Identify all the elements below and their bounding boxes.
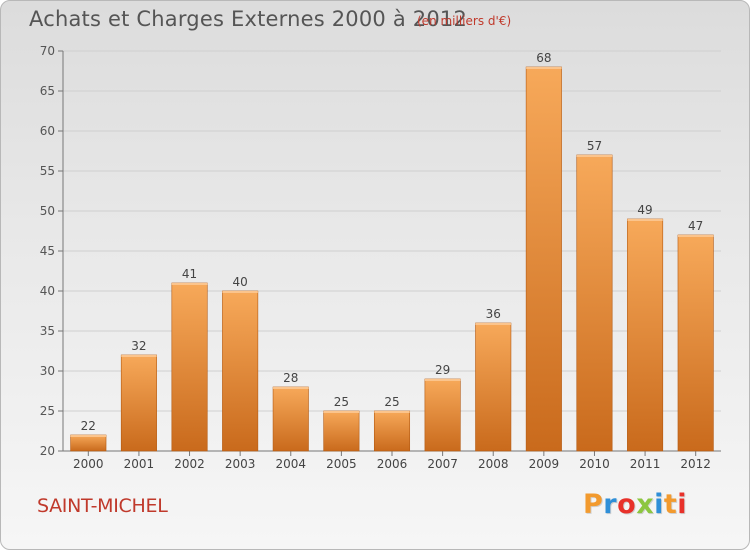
bar-highlight xyxy=(424,379,461,381)
data-label: 32 xyxy=(131,339,146,353)
bar-highlight xyxy=(374,411,410,413)
bar-2005 xyxy=(323,410,360,452)
x-tick-label: 2012 xyxy=(680,457,711,471)
bar-2003 xyxy=(222,290,259,452)
bar-highlight xyxy=(323,411,360,413)
y-tick-label: 50 xyxy=(40,204,55,218)
data-label: 57 xyxy=(587,139,602,153)
bar-highlight xyxy=(576,155,613,157)
data-label: 22 xyxy=(81,419,96,433)
bar-2004 xyxy=(272,386,309,452)
x-tick-label: 2007 xyxy=(427,457,458,471)
data-label: 47 xyxy=(688,219,703,233)
logo-letter: i xyxy=(677,489,688,520)
y-tick-label: 65 xyxy=(40,84,55,98)
bar-2002 xyxy=(171,282,208,452)
y-tick-label: 25 xyxy=(40,404,55,418)
logo-letter: o xyxy=(617,489,637,520)
x-tick-label: 2008 xyxy=(478,457,509,471)
bar-2009 xyxy=(525,66,562,452)
proxiti-logo: Proxiti xyxy=(583,489,687,520)
grid-lines xyxy=(63,50,721,452)
y-tick-label: 70 xyxy=(40,44,55,58)
commune-name: SAINT-MICHEL xyxy=(37,495,168,517)
chart-subtitle: (en milliers d'€) xyxy=(417,14,512,28)
bar-2001 xyxy=(120,354,157,452)
x-tick-label: 2006 xyxy=(377,457,408,471)
bar-2010 xyxy=(576,154,613,452)
x-tick-label: 2002 xyxy=(174,457,205,471)
bar-2000 xyxy=(70,434,107,452)
bar-highlight xyxy=(475,323,511,325)
y-tick-label: 40 xyxy=(40,284,55,298)
bar-2012 xyxy=(677,234,714,452)
y-tick-label: 45 xyxy=(40,244,55,258)
bar-highlight xyxy=(677,235,714,237)
logo-letter: t xyxy=(663,489,678,520)
y-tick-label: 55 xyxy=(40,164,55,178)
x-tick-label: 2009 xyxy=(529,457,560,471)
bar-2011 xyxy=(627,218,664,452)
y-tick-label: 35 xyxy=(40,324,55,338)
data-label: 68 xyxy=(536,51,551,65)
bar-highlight xyxy=(273,387,309,389)
y-tick-label: 20 xyxy=(40,444,55,458)
data-label: 36 xyxy=(486,307,501,321)
x-tick-label: 2004 xyxy=(275,457,306,471)
x-tick-label: 2005 xyxy=(326,457,357,471)
data-label: 41 xyxy=(182,267,197,281)
bar-2008 xyxy=(475,322,512,452)
data-label: 49 xyxy=(637,203,652,217)
bars xyxy=(70,66,714,452)
data-label: 29 xyxy=(435,363,450,377)
bar-highlight xyxy=(222,291,258,293)
x-tick-label: 2011 xyxy=(630,457,661,471)
logo-letter: x xyxy=(636,489,655,520)
y-tick-label: 60 xyxy=(40,124,55,138)
logo-letter: r xyxy=(603,489,618,520)
logo-letter: i xyxy=(654,489,664,520)
data-label: 28 xyxy=(283,371,298,385)
bar-highlight xyxy=(121,355,157,357)
chart-title: Achats et Charges Externes 2000 à 2012 xyxy=(29,7,468,31)
data-label: 25 xyxy=(384,395,399,409)
bar-2006 xyxy=(373,410,411,452)
logo-letter: P xyxy=(583,489,604,520)
data-label: 25 xyxy=(334,395,349,409)
bar-highlight xyxy=(70,435,107,437)
x-tick-label: 2001 xyxy=(124,457,155,471)
x-tick-label: 2010 xyxy=(579,457,610,471)
bar-highlight xyxy=(627,219,663,221)
bar-2007 xyxy=(424,378,461,452)
data-labels: 22 32 41 40 28 25 25 29 36 68 57 49 47 xyxy=(81,51,704,433)
x-tick-label: 2000 xyxy=(73,457,104,471)
bar-highlight xyxy=(171,283,208,285)
x-tick-label: 2003 xyxy=(225,457,256,471)
data-label: 40 xyxy=(233,275,248,289)
y-tick-label: 30 xyxy=(40,364,55,378)
bar-highlight xyxy=(526,67,562,69)
